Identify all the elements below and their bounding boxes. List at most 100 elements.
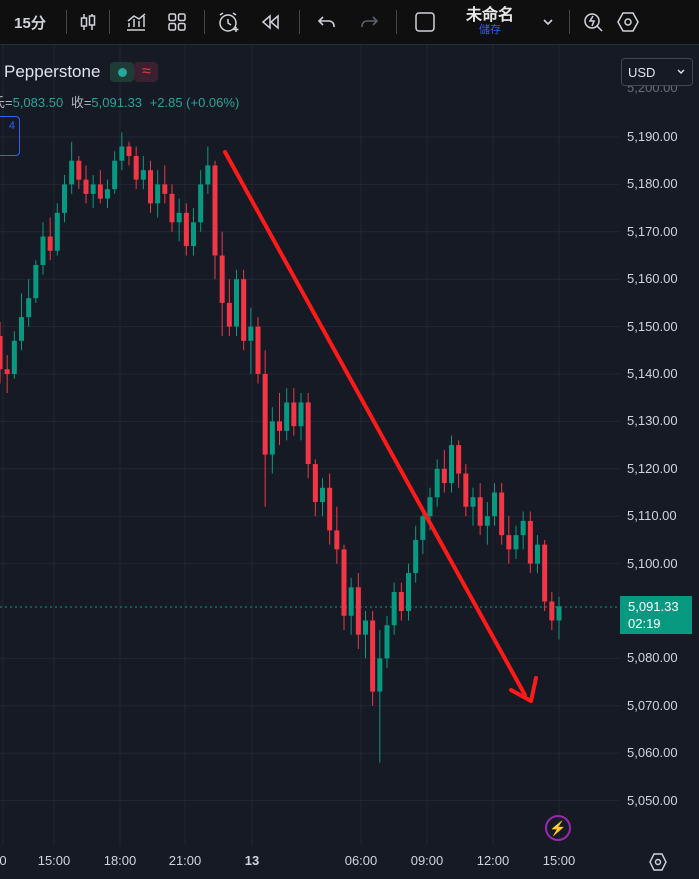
price-axis-label: 5,050.00	[627, 792, 678, 808]
candle	[327, 487, 333, 531]
candle	[234, 279, 239, 327]
candles-icon[interactable]	[73, 0, 103, 44]
axis-settings-icon[interactable]	[648, 852, 668, 872]
price-axis-label: 5,180.00	[627, 176, 678, 192]
time-axis-label: 15:00	[542, 853, 576, 868]
candle	[449, 445, 454, 484]
candle	[169, 193, 175, 223]
candle	[262, 374, 268, 455]
interval-button[interactable]: 15分	[0, 0, 60, 44]
candle	[183, 212, 189, 247]
indicators-icon[interactable]	[116, 0, 156, 44]
candle	[413, 539, 419, 574]
quick-search-icon[interactable]	[576, 0, 610, 44]
candle	[298, 402, 304, 427]
price-axis-label: 5,150.00	[627, 318, 678, 334]
candle	[126, 146, 132, 156]
candle	[112, 160, 118, 190]
broker-name: Pepperstone	[4, 62, 101, 81]
candle	[320, 487, 325, 502]
candle	[406, 573, 411, 611]
time-axis-label: 06:00	[344, 853, 378, 868]
price-axis-label: 5,160.00	[627, 271, 678, 287]
data-delay-badge[interactable]: ≈	[134, 62, 159, 82]
settings-icon[interactable]	[610, 0, 646, 44]
price-axis-label: 5,140.00	[627, 366, 678, 381]
candle	[26, 298, 32, 318]
candle	[255, 326, 261, 374]
candle	[155, 184, 161, 204]
candle	[506, 535, 512, 550]
candle	[520, 520, 526, 536]
candle	[391, 592, 397, 626]
candle	[148, 170, 153, 204]
candle	[0, 336, 3, 370]
price-axis-label: 5,200.00	[627, 80, 678, 95]
chevron-down-icon	[677, 69, 685, 74]
candle	[62, 184, 67, 213]
time-axis-label: 13	[244, 853, 260, 868]
symbol-legend: Pepperstone ≈	[0, 60, 159, 84]
candle	[191, 222, 196, 247]
candle	[105, 189, 110, 199]
toolbar-divider	[66, 10, 67, 34]
candle	[427, 497, 433, 517]
price-chart[interactable]	[0, 45, 699, 879]
low-label: 氐=	[0, 95, 13, 110]
currency-select[interactable]: USD	[621, 58, 693, 86]
candle	[284, 402, 290, 431]
close-value: 5,091.33	[91, 95, 143, 110]
candle	[513, 535, 519, 550]
time-axis-label: 21:00	[168, 853, 202, 868]
chevron-down-icon[interactable]	[533, 0, 563, 44]
candle	[97, 184, 103, 199]
candle	[341, 549, 347, 616]
candle	[492, 492, 497, 517]
candle	[277, 421, 282, 431]
candle	[90, 184, 96, 194]
wave-icon: ≈	[142, 63, 151, 80]
candle	[305, 402, 311, 465]
indicator-tab[interactable]: 4	[0, 116, 20, 156]
time-axis-label: 09:00	[410, 853, 444, 868]
currency-value: USD	[628, 64, 656, 80]
fullscreen-icon[interactable]	[403, 0, 447, 44]
lightning-icon[interactable]: ⚡	[545, 815, 571, 841]
market-status-badge[interactable]	[110, 62, 135, 82]
candle	[542, 544, 548, 602]
candle	[398, 592, 404, 611]
candle	[11, 340, 17, 374]
candle	[535, 544, 540, 564]
indicator-tab-label: 4	[8, 120, 15, 132]
price-axis-label: 5,060.00	[627, 745, 678, 761]
toolbar-divider	[569, 10, 570, 34]
change-value: +2.85 (+0.06%)	[149, 95, 240, 110]
last-price-value: 5,091.33	[628, 599, 679, 614]
trend-arrow[interactable]	[223, 150, 538, 703]
time-axis-label: 18:00	[103, 853, 137, 868]
layout-grid-icon[interactable]	[156, 0, 198, 44]
time-axis-label: 0	[0, 853, 7, 868]
low-value: 5,083.50	[12, 95, 64, 110]
candle	[434, 468, 440, 498]
replay-icon[interactable]	[247, 0, 293, 44]
candle	[176, 212, 182, 223]
candle	[456, 445, 462, 474]
price-axis-label: 5,100.00	[627, 555, 678, 571]
undo-icon[interactable]	[306, 0, 348, 44]
candle	[162, 184, 168, 194]
alert-icon[interactable]	[211, 0, 247, 44]
candle	[355, 587, 361, 635]
candle	[76, 160, 82, 180]
candle	[198, 184, 204, 223]
candle	[47, 236, 53, 251]
redo-icon[interactable]	[348, 0, 390, 44]
candle	[19, 317, 24, 341]
layout-name-button[interactable]: 未命名 儲存	[447, 0, 533, 44]
toolbar-divider	[109, 10, 110, 34]
price-axis-label: 5,190.00	[627, 129, 678, 144]
candle	[54, 212, 60, 251]
price-axis-label: 5,070.00	[627, 697, 678, 713]
candle	[420, 516, 426, 540]
candle	[384, 625, 390, 659]
